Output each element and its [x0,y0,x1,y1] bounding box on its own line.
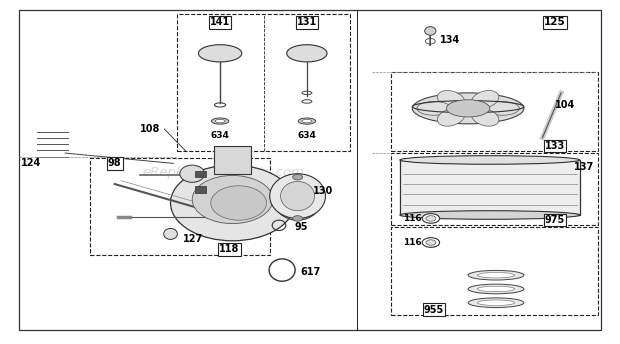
Ellipse shape [417,101,451,115]
Text: 95: 95 [294,222,308,232]
Text: 634: 634 [211,131,229,140]
Ellipse shape [425,27,436,35]
Text: 98: 98 [108,158,122,169]
Ellipse shape [468,298,524,308]
Bar [391,72,598,151]
Ellipse shape [412,93,524,124]
Text: 130: 130 [313,186,334,196]
Text: 127: 127 [183,234,203,244]
Ellipse shape [302,119,312,123]
Ellipse shape [180,165,205,182]
Text: 133: 133 [545,141,565,151]
Ellipse shape [170,165,294,241]
Ellipse shape [270,174,326,218]
Ellipse shape [437,108,465,126]
Text: 104: 104 [555,100,575,110]
Ellipse shape [211,186,267,220]
Ellipse shape [471,108,499,126]
Ellipse shape [215,119,225,123]
Text: 134: 134 [440,34,461,45]
Ellipse shape [468,270,524,280]
Ellipse shape [192,175,273,224]
Circle shape [426,216,436,221]
Text: 975: 975 [545,215,565,225]
Ellipse shape [468,284,524,294]
Circle shape [293,216,303,221]
Ellipse shape [280,182,314,211]
Circle shape [426,240,436,245]
Ellipse shape [437,90,465,108]
Ellipse shape [273,175,322,220]
Text: 131: 131 [297,17,317,28]
Circle shape [293,174,303,180]
Text: 617: 617 [301,267,321,277]
Ellipse shape [198,45,242,62]
Ellipse shape [400,211,580,219]
Ellipse shape [400,155,580,164]
Text: 116: 116 [403,214,422,223]
Text: 955: 955 [424,304,444,315]
Bar [90,158,270,255]
Text: 124: 124 [21,158,41,169]
Ellipse shape [298,118,316,124]
Text: 634: 634 [298,131,316,140]
Ellipse shape [211,118,229,124]
Ellipse shape [282,182,313,213]
Ellipse shape [477,300,515,305]
Ellipse shape [485,101,520,115]
Text: eReplacementParts.com: eReplacementParts.com [142,165,304,179]
Text: 108: 108 [140,124,160,134]
Bar [177,14,350,151]
Ellipse shape [471,90,499,108]
Ellipse shape [477,286,515,292]
Circle shape [422,214,440,223]
Text: 125: 125 [544,17,566,28]
Ellipse shape [286,45,327,62]
Bar [400,160,580,215]
Bar [195,171,206,177]
Text: 137: 137 [574,162,594,172]
Ellipse shape [446,100,490,117]
Circle shape [422,238,440,247]
Bar [214,146,251,174]
Text: 116: 116 [403,238,422,247]
Bar [391,227,598,315]
Text: 141: 141 [210,17,230,28]
Ellipse shape [164,228,177,239]
Text: 118: 118 [219,244,239,255]
Bar [195,186,206,193]
Bar [391,153,598,225]
Ellipse shape [477,272,515,278]
